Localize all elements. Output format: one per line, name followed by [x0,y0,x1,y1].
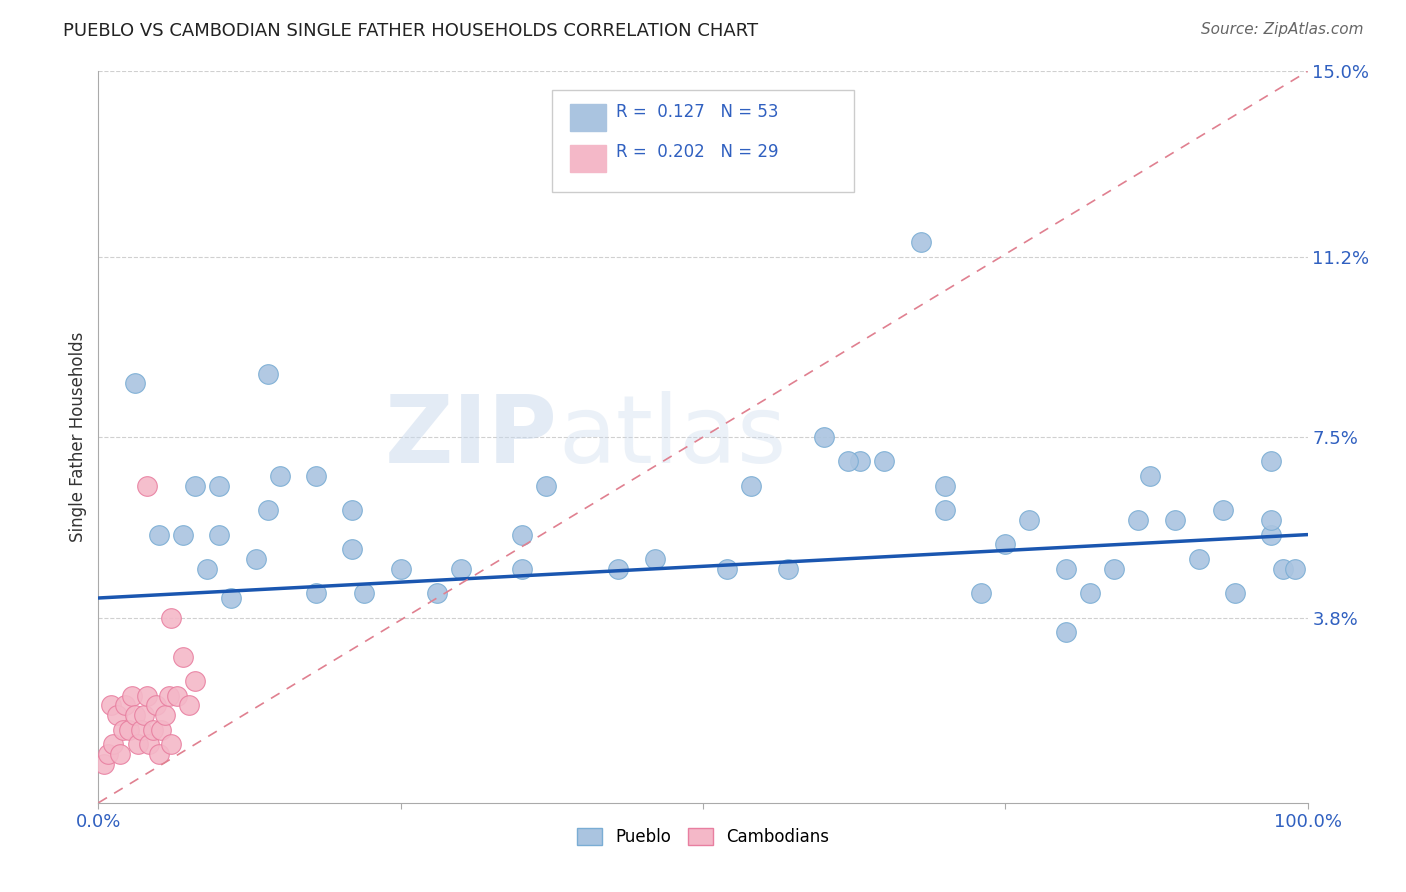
Point [269,469,291,483]
Point [389,562,412,576]
Point [208,527,231,541]
Point [157,689,180,703]
Point [1018,513,1040,527]
Point [124,376,146,391]
Point [740,479,762,493]
Point [776,562,799,576]
Point [607,562,630,576]
Point [837,454,859,468]
Point [208,479,231,493]
Point [934,479,956,493]
Point [342,542,364,557]
Point [1260,527,1282,541]
Point [305,469,328,483]
Point [166,689,188,703]
Point [245,552,267,566]
Point [1078,586,1101,600]
Point [1212,503,1234,517]
Point [184,479,207,493]
Point [873,454,896,468]
Point [716,562,738,576]
Point [145,698,167,713]
Point [184,673,207,688]
Point [934,503,956,517]
Point [134,708,156,723]
Point [135,479,157,493]
Point [426,586,449,600]
Point [148,747,170,761]
Point [256,367,278,381]
Point [1128,513,1150,527]
Point [221,591,243,605]
Point [111,723,134,737]
Point [179,698,201,713]
Point [353,586,375,600]
Point [1188,552,1211,566]
Point [172,527,194,541]
Bar [569,145,606,172]
Point [1054,562,1077,576]
Point [342,503,364,517]
Point [127,737,149,751]
Legend: Pueblo, Cambodians: Pueblo, Cambodians [571,822,835,853]
Point [114,698,136,713]
Text: ZIP: ZIP [385,391,558,483]
Point [534,479,557,493]
Point [172,649,194,664]
Point [93,756,115,771]
Point [1284,562,1306,576]
Point [135,689,157,703]
Point [129,723,152,737]
Text: Source: ZipAtlas.com: Source: ZipAtlas.com [1201,22,1364,37]
Point [105,708,128,723]
Point [101,737,124,751]
Point [256,503,278,517]
Point [644,552,666,566]
Point [148,527,170,541]
Bar [569,103,606,131]
Point [1102,562,1125,576]
Point [970,586,993,600]
Point [1139,469,1161,483]
Point [1163,513,1185,527]
Point [195,562,218,576]
Point [450,562,472,576]
Text: R =  0.202   N = 29: R = 0.202 N = 29 [616,143,779,161]
Point [124,708,146,723]
Point [153,708,176,723]
Point [121,689,143,703]
Text: R =  0.127   N = 53: R = 0.127 N = 53 [616,103,779,120]
Point [142,723,165,737]
Y-axis label: Single Father Households: Single Father Households [69,332,87,542]
Point [100,698,122,713]
Point [510,562,533,576]
Text: atlas: atlas [558,391,786,483]
Point [150,723,173,737]
Point [510,527,533,541]
Point [813,430,835,444]
Point [97,747,120,761]
Point [118,723,141,737]
Point [849,454,872,468]
Point [160,737,183,751]
Point [138,737,160,751]
Text: PUEBLO VS CAMBODIAN SINGLE FATHER HOUSEHOLDS CORRELATION CHART: PUEBLO VS CAMBODIAN SINGLE FATHER HOUSEH… [63,22,758,40]
Point [910,235,932,249]
Point [1260,513,1282,527]
Point [1223,586,1246,600]
Point [160,610,183,624]
Point [994,537,1017,551]
Point [1054,625,1077,640]
Point [1260,454,1282,468]
Point [1272,562,1295,576]
Point [108,747,131,761]
Point [305,586,328,600]
FancyBboxPatch shape [551,90,855,192]
